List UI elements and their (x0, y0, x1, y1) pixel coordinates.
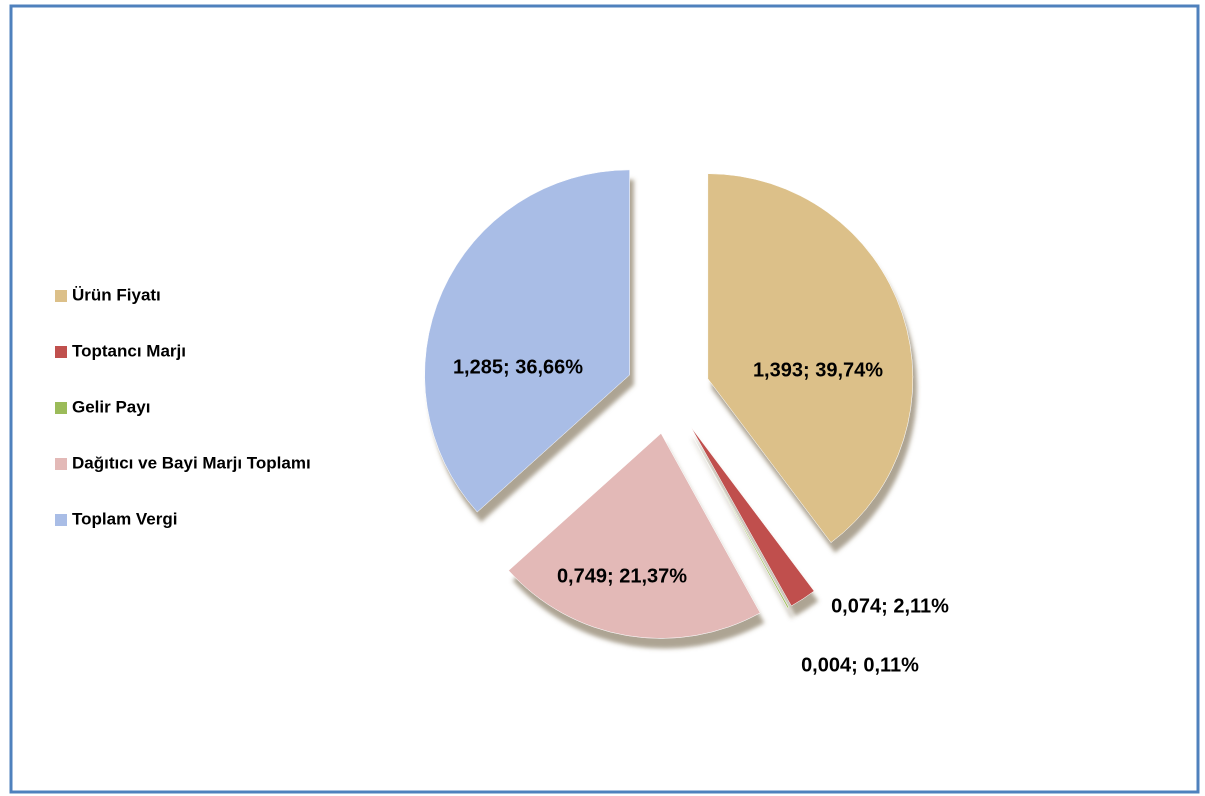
data-label: 0,004; 0,11% (801, 654, 919, 676)
data-label: 0,074; 2,11% (831, 595, 949, 617)
legend-label: Dağıtıcı ve Bayi Marjı Toplamı (72, 453, 311, 472)
pie-slice (690, 427, 815, 607)
data-label: 1,393; 39,74% (753, 359, 883, 381)
legend-swatch (55, 290, 67, 302)
pie-slice (688, 428, 790, 609)
legend-label: Toptancı Marjı (72, 341, 186, 360)
data-label: 0,749; 21,37% (557, 565, 687, 587)
legend-label: Gelir Payı (72, 397, 150, 416)
legend-swatch (55, 402, 67, 414)
legend-label: Toplam Vergi (72, 509, 178, 528)
pie-slice (508, 433, 761, 639)
legend-swatch (55, 514, 67, 526)
legend-swatch (55, 346, 67, 358)
pie-slice (707, 173, 914, 543)
legend-swatch (55, 458, 67, 470)
pie-slice (424, 169, 630, 513)
legend-label: Ürün Fiyatı (72, 285, 161, 304)
data-label: 1,285; 36,66% (453, 356, 583, 378)
frame (9, 4, 1200, 794)
